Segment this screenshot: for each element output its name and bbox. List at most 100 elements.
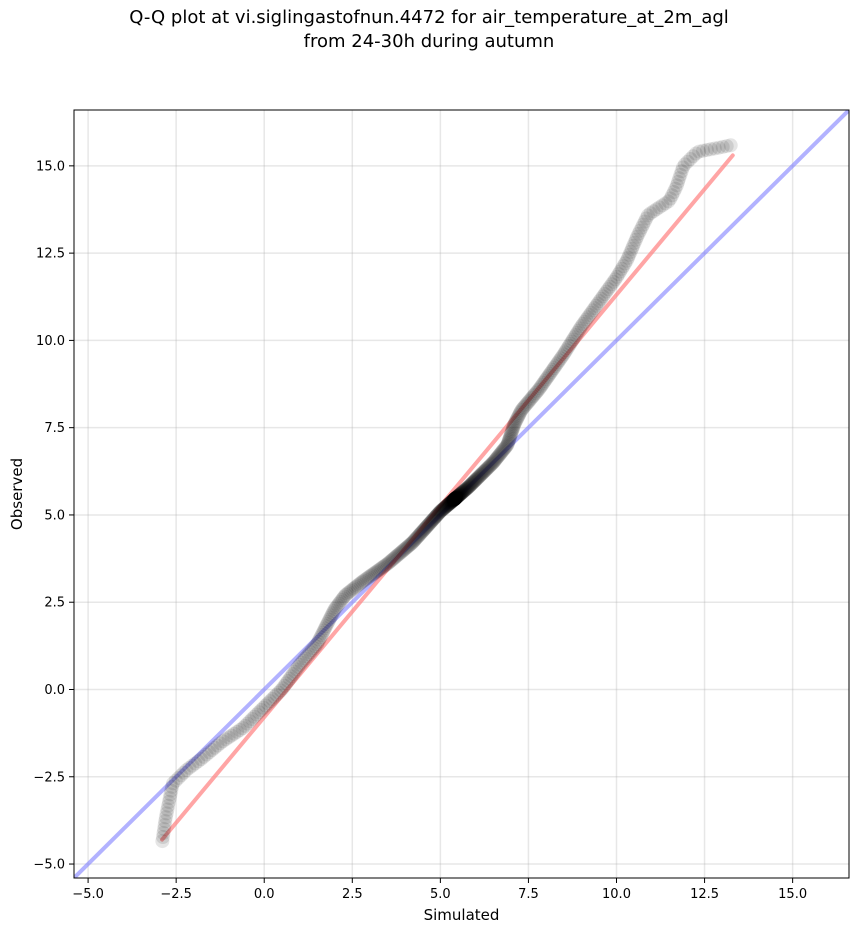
data-point: [467, 473, 482, 488]
data-point: [723, 138, 738, 153]
data-point: [546, 361, 561, 376]
data-point: [499, 438, 514, 453]
data-point: [453, 487, 468, 502]
data-point: [425, 513, 440, 528]
data-point: [443, 495, 458, 510]
data-point: [631, 226, 646, 241]
y-tick-label: 0.0: [44, 683, 65, 698]
data-point: [673, 167, 688, 182]
data-point: [686, 149, 701, 164]
data-point: [668, 181, 683, 196]
data-point: [469, 472, 484, 487]
data-point: [277, 678, 292, 693]
reference-line-layer: [74, 110, 849, 878]
data-point: [221, 730, 236, 745]
data-point: [447, 491, 462, 506]
data-point: [444, 494, 459, 509]
data-point: [340, 586, 355, 601]
data-point: [382, 555, 397, 570]
data-point: [594, 291, 609, 306]
data-point: [454, 486, 469, 501]
data-point: [176, 765, 191, 780]
data-point: [437, 500, 452, 515]
data-point: [238, 718, 253, 733]
data-point: [287, 664, 302, 679]
data-point: [445, 494, 460, 509]
data-point: [161, 798, 176, 813]
data-point: [580, 310, 595, 325]
data-point: [448, 491, 463, 506]
x-tick-label: 15.0: [778, 887, 807, 902]
data-point: [508, 414, 523, 429]
data-point: [501, 433, 516, 448]
data-point: [512, 406, 527, 421]
data-point: [157, 822, 172, 837]
data-point: [446, 492, 461, 507]
data-point: [430, 507, 445, 522]
data-point: [265, 692, 280, 707]
data-point: [448, 491, 463, 506]
data-point: [456, 484, 471, 499]
data-point: [715, 139, 730, 154]
data-point: [415, 524, 430, 539]
data-point: [556, 347, 571, 362]
y-tick-label: −2.5: [33, 770, 65, 785]
data-point: [473, 467, 488, 482]
data-point: [441, 497, 456, 512]
data-point: [351, 577, 366, 592]
data-point: [428, 510, 443, 525]
data-point: [457, 483, 472, 498]
data-point: [353, 576, 368, 591]
data-point: [465, 476, 480, 491]
data-point: [658, 196, 673, 211]
data-point: [434, 503, 449, 518]
data-point: [541, 368, 556, 383]
data-point: [487, 453, 502, 468]
data-point: [447, 492, 462, 507]
data-point: [356, 573, 371, 588]
data-point: [416, 522, 431, 537]
data-point: [168, 773, 183, 788]
data-point: [535, 377, 550, 392]
x-tick-label: 12.5: [690, 887, 719, 902]
data-point: [439, 499, 454, 514]
data-point: [367, 565, 382, 580]
data-point: [304, 643, 319, 658]
data-point: [299, 649, 314, 664]
data-point: [462, 478, 477, 493]
data-point: [446, 492, 461, 507]
data-point: [447, 491, 462, 506]
y-tick-label: 10.0: [36, 334, 65, 349]
data-point: [410, 529, 425, 544]
data-point: [342, 585, 357, 600]
data-point: [405, 535, 420, 550]
data-point: [490, 449, 505, 464]
data-point: [627, 235, 642, 250]
data-point: [599, 284, 614, 299]
data-point: [433, 504, 448, 519]
data-point: [294, 655, 309, 670]
data-point: [523, 392, 538, 407]
data-point: [551, 355, 566, 370]
data-point: [621, 250, 636, 265]
data-point: [185, 758, 200, 773]
data-point: [387, 551, 402, 566]
data-point: [448, 490, 463, 505]
data-point: [505, 422, 520, 437]
data-point: [448, 491, 463, 506]
data-point: [545, 363, 560, 378]
data-point: [661, 194, 676, 209]
data-point: [442, 496, 457, 511]
data-point: [506, 419, 521, 434]
data-point: [633, 223, 648, 238]
data-point: [179, 763, 194, 778]
data-point: [619, 253, 634, 268]
data-point: [199, 747, 214, 762]
data-point: [163, 787, 178, 802]
data-points: [155, 138, 738, 849]
data-point: [326, 604, 341, 619]
data-point: [618, 256, 633, 271]
data-point: [688, 146, 703, 161]
data-point: [282, 671, 297, 686]
